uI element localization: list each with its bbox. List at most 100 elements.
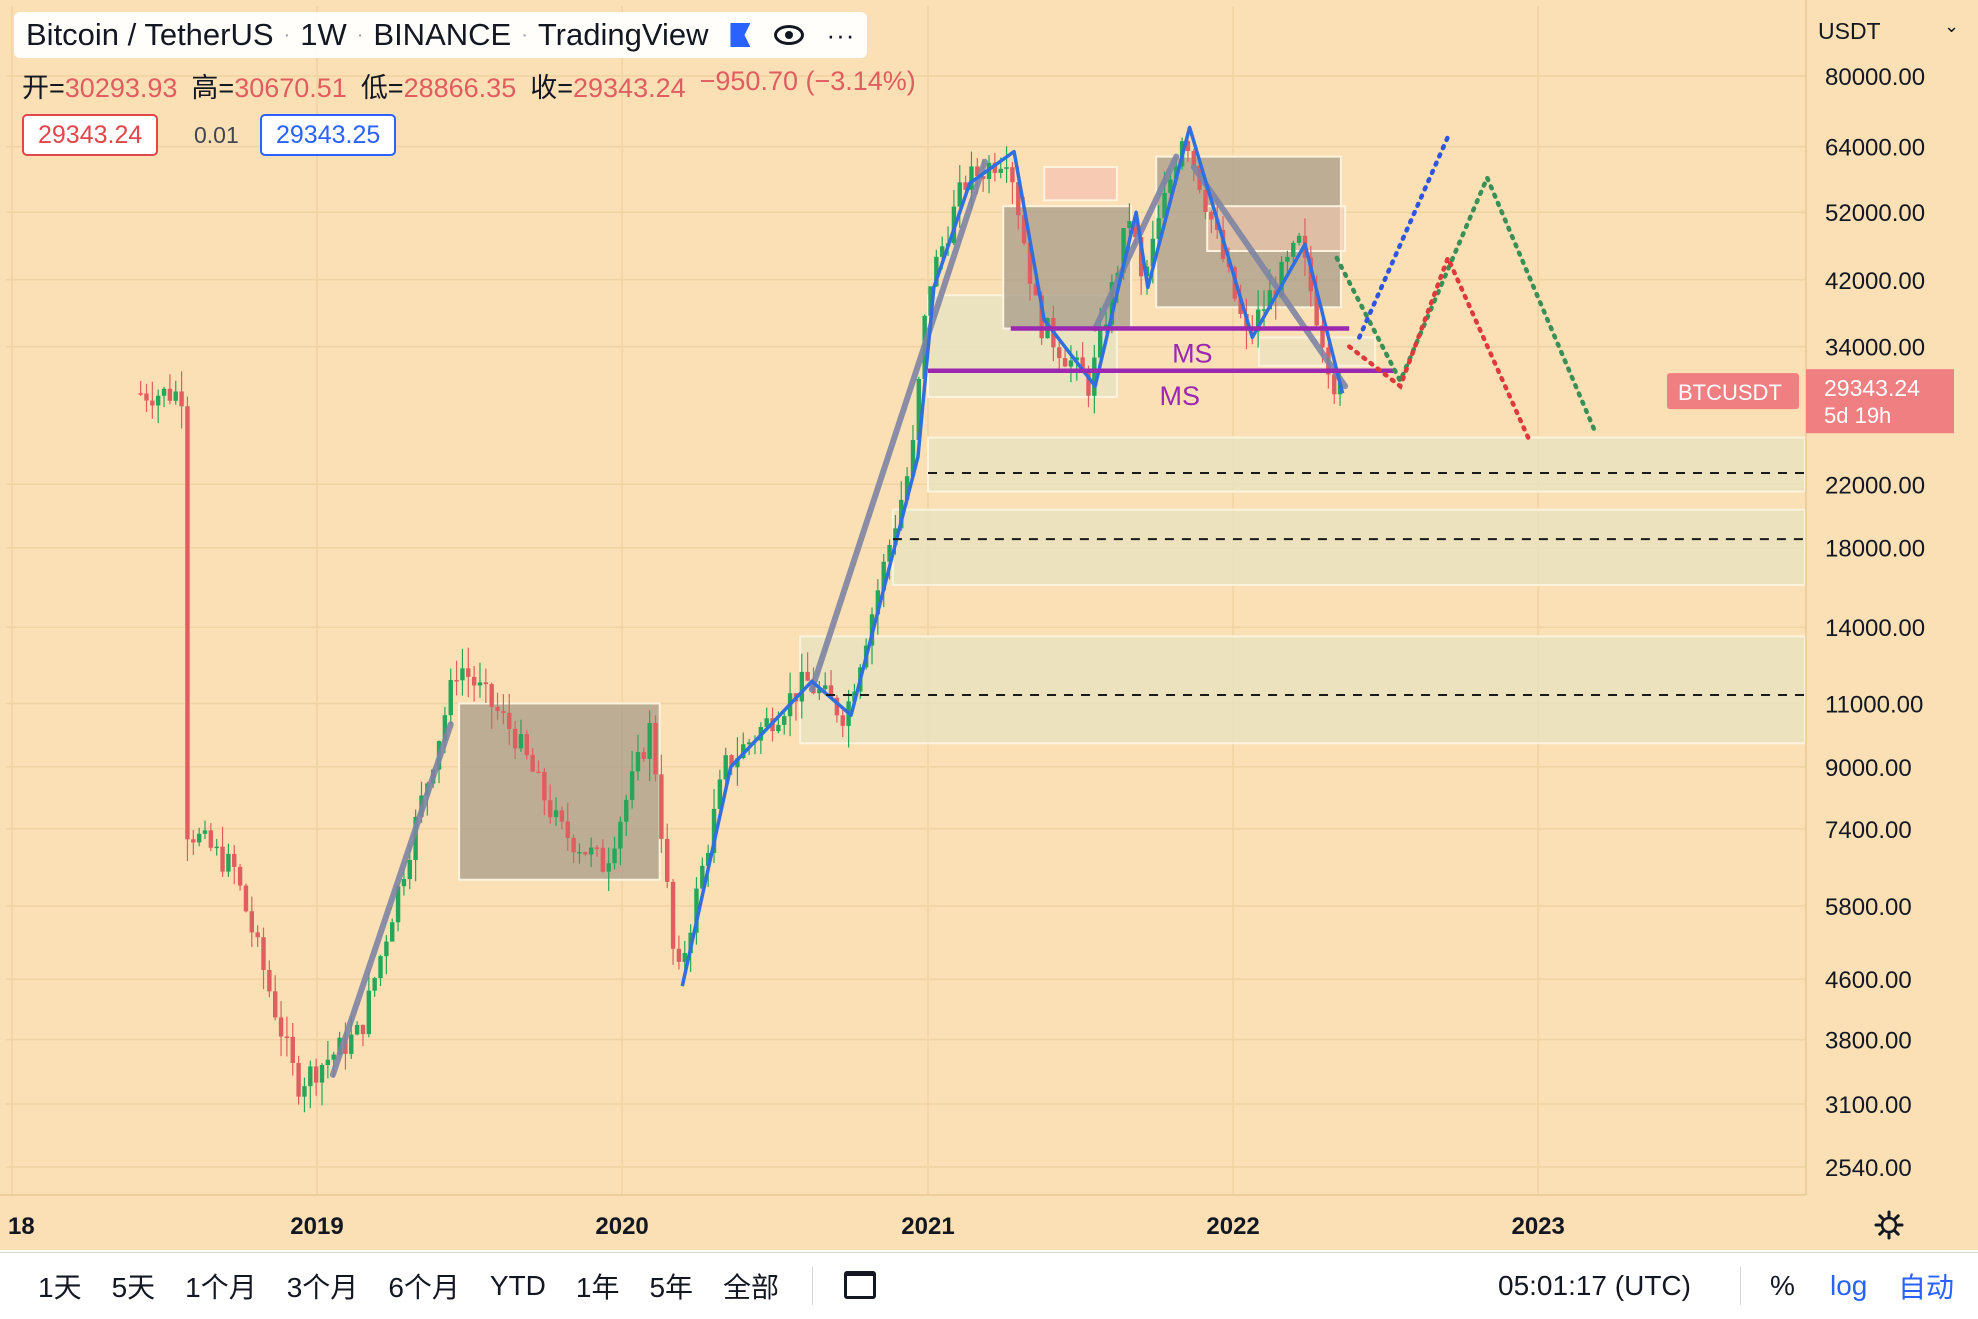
candle-body (495, 706, 500, 711)
range-button[interactable]: 全部 (723, 1272, 780, 1303)
range-button[interactable]: 5年 (649, 1272, 694, 1303)
candle-body (378, 956, 383, 979)
flag-icon[interactable] (730, 23, 751, 47)
auto-scale-toggle[interactable]: 自动 (1898, 1272, 1955, 1303)
candle-body (1033, 283, 1039, 296)
range-box[interactable] (1206, 205, 1347, 253)
candle-body (407, 859, 412, 880)
header-separator: · (521, 23, 528, 46)
candle-body (600, 847, 606, 872)
calendar-range-icon[interactable] (844, 1271, 876, 1299)
log-scale-toggle[interactable]: log (1830, 1270, 1868, 1301)
candle-body (179, 391, 184, 407)
trend-line-gray[interactable] (808, 158, 988, 693)
candle-body (583, 852, 588, 855)
currency-label[interactable]: USDT (1818, 18, 1881, 44)
candle-body (1004, 167, 1009, 169)
ms-label: MS (1160, 381, 1201, 411)
candle-body (1308, 257, 1314, 292)
candle-body (805, 671, 810, 681)
utc-clock[interactable]: 05:01:17 (UTC) (1498, 1270, 1691, 1301)
range-button[interactable]: 1天 (38, 1272, 82, 1303)
candle-body (1103, 324, 1109, 327)
support-zone[interactable] (891, 508, 1806, 586)
price-tick-label: 80000.00 (1825, 64, 1925, 91)
gear-icon[interactable] (1874, 1210, 1904, 1240)
last-price-tag (1806, 369, 1954, 434)
candle-body (530, 755, 535, 772)
candle-body (588, 847, 594, 855)
candle-body (1185, 141, 1191, 152)
trend-line-gray[interactable] (329, 721, 454, 1078)
candle-body (1092, 357, 1097, 396)
candle-body (1332, 374, 1337, 395)
sell-price-button[interactable]: 29343.24 (22, 114, 159, 156)
range-button[interactable]: 5天 (111, 1272, 156, 1303)
candle-body (1191, 151, 1196, 166)
range-box[interactable] (1043, 165, 1118, 202)
candle-body (676, 948, 682, 962)
price-tick-label: 3100.00 (1825, 1092, 1912, 1119)
last-price-label: 29343.24 (1824, 375, 1920, 401)
candle-body (635, 752, 641, 772)
candle-body (963, 182, 968, 190)
candle-body (893, 528, 898, 545)
candle-body (606, 863, 611, 872)
more-dots-icon[interactable]: ··· (826, 19, 856, 50)
projection-path[interactable] (1334, 171, 1598, 434)
candle-body (887, 544, 892, 562)
range-button[interactable]: 6个月 (388, 1272, 460, 1303)
candle-body (489, 684, 494, 707)
candle-body (659, 774, 664, 839)
range-button[interactable]: 3个月 (286, 1272, 359, 1303)
candle-body (776, 724, 781, 732)
candle-body (319, 1065, 325, 1083)
candle-body (185, 406, 190, 840)
candle-body (501, 710, 506, 713)
candle-body (881, 561, 886, 591)
candle-body (413, 816, 418, 860)
projection-path[interactable] (1357, 134, 1451, 340)
price-axis[interactable] (1806, 0, 1978, 1250)
candle-body (460, 668, 465, 681)
symbol-name[interactable]: Bitcoin / TetherUS (26, 17, 274, 52)
trend-line-gray[interactable] (1190, 163, 1349, 390)
candle-body (202, 830, 208, 834)
range-box[interactable] (458, 702, 661, 881)
candle-body (267, 970, 272, 992)
candle-body (717, 779, 723, 809)
candle-body (1086, 372, 1091, 396)
time-axis[interactable] (0, 1195, 1978, 1250)
support-zone[interactable] (927, 436, 1806, 493)
range-button[interactable]: YTD (489, 1270, 546, 1301)
candle-body (1010, 167, 1015, 183)
range-button[interactable]: 1个月 (185, 1272, 257, 1303)
buy-price-button[interactable]: 29343.25 (260, 114, 397, 156)
projection-path[interactable] (1347, 252, 1531, 440)
ohlc-close: 收=29343.24 (530, 73, 686, 103)
candle-body (1150, 238, 1156, 267)
percent-scale-toggle[interactable]: % (1770, 1270, 1795, 1301)
price-chart[interactable]: MS MS 80000.00 64000.00 52000.00 42000.00 3400… (0, 0, 1978, 1250)
source-label: TradingView (537, 17, 709, 52)
candle-body (1255, 309, 1261, 332)
candle-body (1291, 242, 1296, 257)
interval-label[interactable]: 1W (300, 17, 347, 52)
candle-body (1203, 189, 1208, 212)
swing-trend-line[interactable] (680, 125, 1345, 987)
time-tick-label: 2023 (1511, 1213, 1564, 1240)
candle-body (653, 722, 658, 775)
trend-line-gray[interactable] (1092, 153, 1180, 332)
candle-body (1296, 235, 1302, 243)
range-button[interactable]: 1年 (575, 1272, 620, 1303)
support-zone[interactable] (799, 635, 1806, 745)
candle-body (629, 771, 635, 800)
candle-body (208, 830, 214, 848)
eye-icon[interactable] (774, 25, 805, 45)
chevron-down-icon[interactable]: ⌄ (1944, 16, 1960, 36)
candle-body (969, 166, 974, 190)
candle-body (940, 246, 945, 257)
candle-body (191, 839, 196, 843)
candle-body (167, 388, 173, 401)
candle-body (1121, 228, 1126, 273)
